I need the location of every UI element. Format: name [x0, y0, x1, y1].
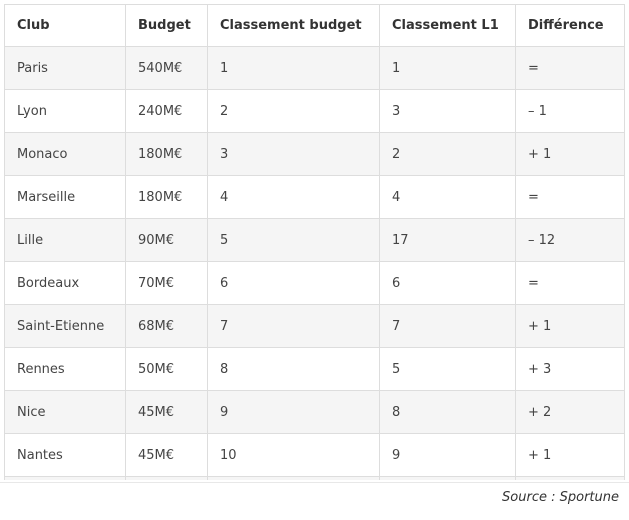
- cell-budget: 45M€: [125, 433, 208, 477]
- cell-budget: 540M€: [125, 46, 208, 90]
- header-budget: Budget: [125, 4, 208, 47]
- cell-rank-budget: 6: [207, 261, 380, 305]
- table-row-partial: [4, 476, 625, 480]
- cell-budget: 240M€: [125, 89, 208, 133]
- cell-rank-budget: 9: [207, 390, 380, 434]
- cell-rank-budget: 8: [207, 347, 380, 391]
- table-row: Nantes 45M€ 10 9 + 1: [4, 433, 625, 477]
- cell-budget: 180M€: [125, 175, 208, 219]
- cell-rank-budget: 3: [207, 132, 380, 176]
- cell-rank-budget: 4: [207, 175, 380, 219]
- cell-difference: =: [515, 175, 625, 219]
- cell-rank-budget: 2: [207, 89, 380, 133]
- cell-rank-l1: 3: [379, 89, 516, 133]
- cell-rank-l1: 9: [379, 433, 516, 477]
- table-row: Monaco 180M€ 3 2 + 1: [4, 132, 625, 176]
- cell-club: Lille: [4, 218, 126, 262]
- cell-budget: 90M€: [125, 218, 208, 262]
- cell-club: Bordeaux: [4, 261, 126, 305]
- cell-club: Paris: [4, 46, 126, 90]
- cell-difference: – 1: [515, 89, 625, 133]
- table-row: Paris 540M€ 1 1 =: [4, 46, 625, 90]
- source-caption: Source : Sportune: [502, 490, 619, 505]
- table-row: Lille 90M€ 5 17– 12: [4, 218, 625, 262]
- cell-rank-l1: 17: [379, 218, 516, 262]
- cell-club: Monaco: [4, 132, 126, 176]
- cell-club: Saint-Etienne: [4, 304, 126, 348]
- cell-club: Nice: [4, 390, 126, 434]
- header-difference: Différence: [515, 4, 625, 47]
- cell-budget: 50M€: [125, 347, 208, 391]
- cell-difference: + 1: [515, 132, 625, 176]
- cell-club: Marseille: [4, 175, 126, 219]
- cell-rank-l1: 1: [379, 46, 516, 90]
- cell-rank-budget: 1: [207, 46, 380, 90]
- cell-rank-budget: 7: [207, 304, 380, 348]
- cell-rank-l1: 5: [379, 347, 516, 391]
- cell-club: Nantes: [4, 433, 126, 477]
- table-cell-empty: [125, 476, 208, 480]
- cell-difference: + 1: [515, 433, 625, 477]
- cell-difference: – 12: [515, 218, 625, 262]
- cell-rank-l1: 6: [379, 261, 516, 305]
- cell-difference: =: [515, 261, 625, 305]
- cell-club: Rennes: [4, 347, 126, 391]
- table-row: Nice 45M€ 9 8 + 2: [4, 390, 625, 434]
- header-row: Club Budget Classement budget Classement…: [4, 4, 625, 47]
- cell-budget: 68M€: [125, 304, 208, 348]
- table-cell-empty: [207, 476, 380, 480]
- table-row: Lyon 240M€ 2 3– 1: [4, 89, 625, 133]
- cell-rank-budget: 5: [207, 218, 380, 262]
- table-row: Rennes 50M€ 8 5 + 3: [4, 347, 625, 391]
- header-rank-budget: Classement budget: [207, 4, 380, 47]
- cell-club: Lyon: [4, 89, 126, 133]
- cell-difference: =: [515, 46, 625, 90]
- table-cell-empty: [379, 476, 516, 480]
- budget-ranking-table: Club Budget Classement budget Classement…: [4, 4, 625, 480]
- cell-budget: 70M€: [125, 261, 208, 305]
- table-cell-empty: [515, 476, 625, 480]
- table-row: Marseille 180M€ 4 4 =: [4, 175, 625, 219]
- divider: [0, 482, 629, 483]
- cell-difference: + 3: [515, 347, 625, 391]
- table-row: Saint-Etienne 68M€ 7 7 + 1: [4, 304, 625, 348]
- cell-rank-l1: 4: [379, 175, 516, 219]
- cell-rank-l1: 7: [379, 304, 516, 348]
- table-header: Club Budget Classement budget Classement…: [4, 4, 625, 47]
- table-body: Paris 540M€ 1 1 = Lyon 240M€ 2 3– 1 Monaco 180M€ 3 2…: [4, 46, 625, 480]
- cell-rank-l1: 2: [379, 132, 516, 176]
- cell-difference: + 1: [515, 304, 625, 348]
- header-rank-l1: Classement L1: [379, 4, 516, 47]
- cell-budget: 180M€: [125, 132, 208, 176]
- table-cell-empty: [4, 476, 126, 480]
- table-row: Bordeaux 70M€ 6 6 =: [4, 261, 625, 305]
- cell-rank-budget: 10: [207, 433, 380, 477]
- header-club: Club: [4, 4, 126, 47]
- cell-rank-l1: 8: [379, 390, 516, 434]
- cell-difference: + 2: [515, 390, 625, 434]
- cell-budget: 45M€: [125, 390, 208, 434]
